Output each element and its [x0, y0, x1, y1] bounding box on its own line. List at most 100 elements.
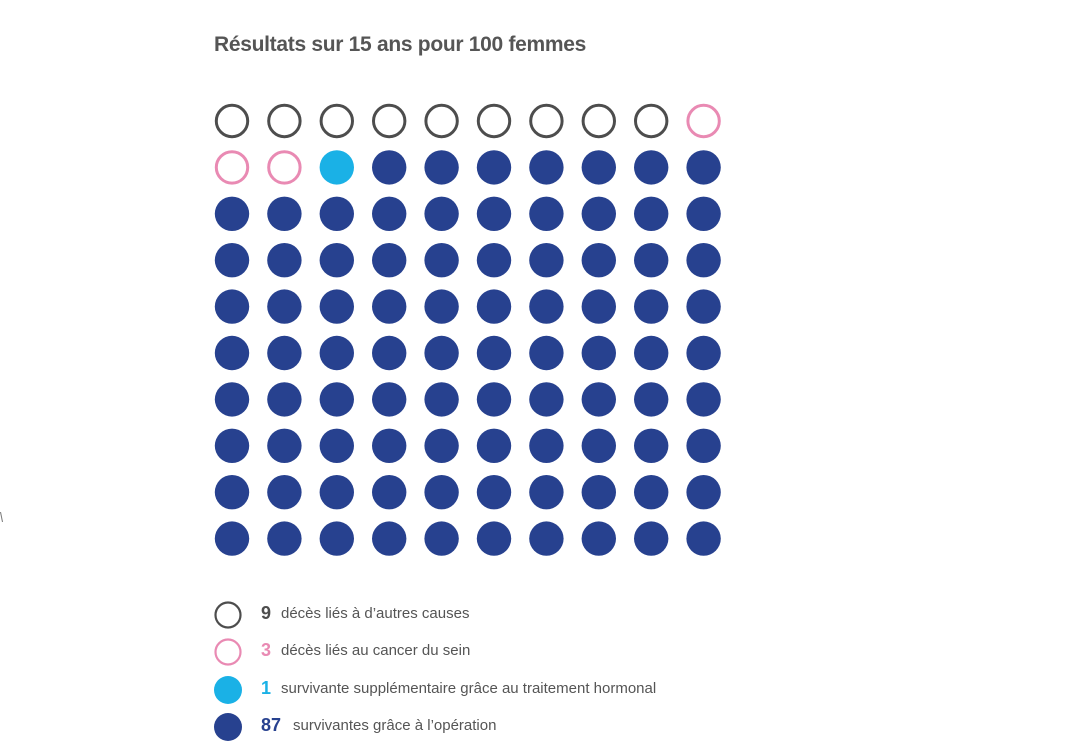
pictogram-dot-3	[581, 150, 616, 185]
pictogram-dot-0	[267, 103, 302, 139]
legend-dot-2	[214, 676, 242, 704]
pictogram-dot-3	[319, 428, 354, 463]
pictogram-dot-3	[686, 475, 721, 510]
pictogram-dot-3	[476, 150, 512, 185]
pictogram-dot-3	[319, 243, 354, 278]
pictogram-dot-3	[424, 335, 459, 371]
pictogram-dot-3	[529, 243, 564, 278]
legend-dot-0	[214, 601, 242, 629]
pictogram-dot-3	[267, 243, 302, 278]
pictogram-dot-3	[372, 196, 407, 231]
pictogram-dot-2	[319, 150, 354, 185]
pictogram-dot-3	[372, 289, 407, 324]
pictogram-dot-1	[214, 150, 250, 185]
pictogram-dot-3	[214, 382, 250, 417]
pictogram-dot-3	[319, 289, 354, 324]
pictogram-dot-0	[634, 103, 669, 139]
pictogram-dot-3	[372, 150, 407, 185]
pictogram-dot-3	[267, 335, 302, 371]
pictogram-dot-3	[634, 243, 669, 278]
legend-count-breast-cancer: 3	[261, 640, 272, 660]
pictogram-dot-3	[267, 428, 302, 463]
pictogram-dot-3	[424, 289, 459, 324]
pictogram-dot-3	[581, 243, 616, 278]
pictogram-dot-0	[424, 103, 459, 139]
pictogram-dot-3	[424, 150, 459, 185]
pictogram-dot-3	[529, 382, 564, 417]
pictogram-dot-0	[319, 103, 354, 139]
pictogram-dot-3	[372, 335, 407, 371]
pictogram-dot-3	[529, 521, 564, 556]
edge-tick-mark	[0, 511, 3, 523]
pictogram-dot-3	[214, 428, 250, 463]
pictogram-dot-3	[529, 428, 564, 463]
pictogram-dot-3	[581, 521, 616, 556]
pictogram-dot-3	[214, 475, 250, 510]
pictogram-dot-3	[581, 196, 616, 231]
pictogram-dot-3	[581, 382, 616, 417]
pictogram-dot-3	[214, 289, 250, 324]
pictogram-dot-3	[424, 475, 459, 510]
pictogram-dot-3	[476, 475, 512, 510]
pictogram-dot-3	[581, 335, 616, 371]
pictogram-dot-3	[686, 150, 721, 185]
pictogram-dot-3	[476, 335, 512, 371]
pictogram-dot-3	[686, 289, 721, 324]
legend-label-surgery: survivantes grâce à l’opération	[293, 717, 497, 734]
legend-count-hormonal: 1	[261, 678, 272, 698]
pictogram-dot-3	[319, 335, 354, 371]
pictogram-dot-3	[424, 196, 459, 231]
legend-marker-hormonal	[214, 676, 242, 704]
pictogram-dot-0	[529, 103, 564, 139]
pictogram-dot-3	[686, 521, 721, 556]
pictogram-dot-3	[476, 382, 512, 417]
pictogram-dot-3	[476, 196, 512, 231]
pictogram-dot-3	[686, 335, 721, 371]
pictogram-dot-3	[424, 382, 459, 417]
legend-item-surgery: 87 survivantes grâce à l’opération	[213, 712, 913, 742]
pictogram-dot-3	[529, 150, 564, 185]
pictogram-dot-3	[634, 335, 669, 371]
pictogram-dot-3	[476, 289, 512, 324]
pictogram-dot-3	[267, 475, 302, 510]
pictogram-dot-3	[634, 382, 669, 417]
pictogram-dot-3	[267, 196, 302, 231]
pictogram-dot-3	[372, 243, 407, 278]
pictogram-dot-3	[686, 428, 721, 463]
pictogram-dot-3	[372, 521, 407, 556]
pictogram-dot-3	[634, 475, 669, 510]
pictogram-dot-3	[476, 243, 512, 278]
pictogram-dot-3	[529, 475, 564, 510]
legend-label-hormonal: survivante supplémentaire grâce au trait…	[281, 680, 657, 697]
legend-dot-1	[214, 638, 242, 666]
pictogram-dot-3	[634, 150, 669, 185]
pictogram-dot-3	[372, 428, 407, 463]
pictogram-dot-0	[372, 103, 407, 139]
legend-marker-other-causes	[214, 601, 242, 629]
pictogram-dot-3	[634, 196, 669, 231]
pictogram-dot-3	[267, 382, 302, 417]
pictogram-dot-1	[267, 150, 302, 185]
pictogram-dot-3	[319, 196, 354, 231]
pictogram-dot-3	[686, 243, 721, 278]
pictogram-dot-3	[581, 428, 616, 463]
legend-marker-surgery	[214, 713, 242, 741]
pictogram-dot-3	[686, 196, 721, 231]
legend-marker-breast-cancer	[214, 638, 242, 666]
pictogram-dot-3	[634, 289, 669, 324]
pictogram-dot-3	[476, 428, 512, 463]
pictogram-dot-3	[214, 521, 250, 556]
pictogram-dot-3	[476, 521, 512, 556]
pictogram-dot-0	[476, 103, 512, 139]
pictogram-dot-3	[214, 335, 250, 371]
legend-count-other-causes: 9	[261, 603, 272, 623]
pictogram-dot-3	[634, 428, 669, 463]
pictogram-dot-3	[319, 475, 354, 510]
pictogram-dot-3	[529, 289, 564, 324]
legend-item-breast-cancer: 3 décès liés au cancer du sein	[213, 637, 913, 667]
pictogram-dot-3	[686, 382, 721, 417]
chart-title: Résultats sur 15 ans pour 100 femmes	[214, 33, 587, 56]
pictogram-dot-0	[581, 103, 616, 139]
pictogram-dot-3	[319, 521, 354, 556]
pictogram-dot-3	[424, 521, 459, 556]
